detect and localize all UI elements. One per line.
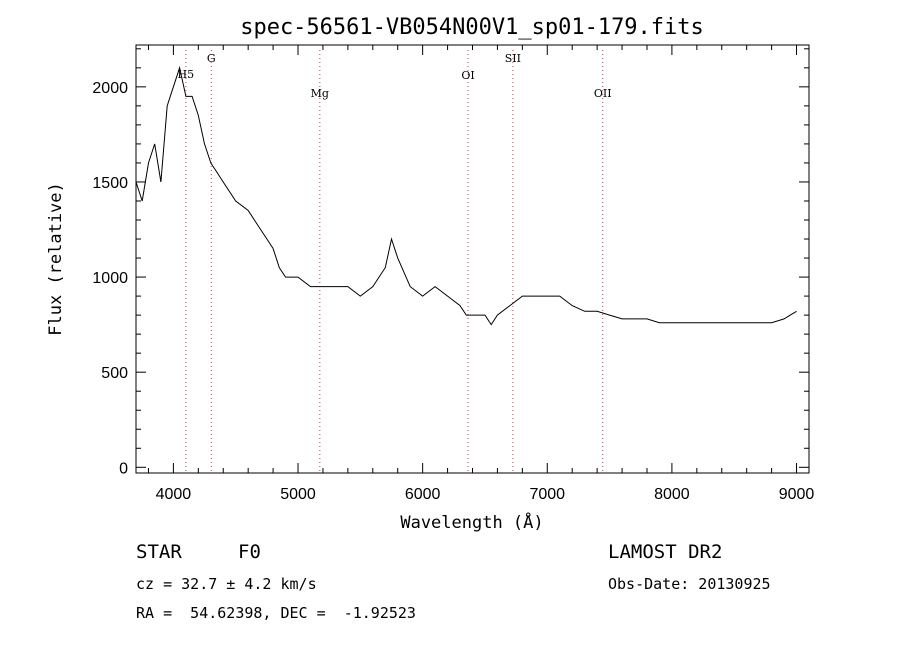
plot-frame (135, 44, 810, 474)
spectrum-line (135, 65, 797, 326)
spectrum-chart: spec-56561-VB054N00V1_sp01-179.fits H5GM… (46, 15, 815, 533)
spectral-line-label: G (207, 52, 216, 65)
x-tick-label: 4000 (156, 486, 192, 503)
redshift-text: cz = 32.7 ± 4.2 km/s (136, 575, 317, 593)
y-axis-ticks: 0 500 1000 1500 2000 (92, 48, 809, 477)
x-tick-label: 9000 (779, 486, 815, 503)
y-tick-label: 1500 (92, 175, 128, 192)
obs-date-text: Obs-Date: 20130925 (608, 575, 771, 593)
y-tick-label: 500 (101, 365, 128, 382)
y-tick-label: 2000 (92, 80, 128, 97)
x-tick-label: 5000 (280, 486, 316, 503)
x-tick-label: 8000 (654, 486, 690, 503)
survey-name: LAMOST DR2 (608, 541, 723, 563)
spectral-line-label: OI (461, 69, 474, 82)
y-tick-label: 0 (119, 460, 128, 477)
x-axis-label: Wavelength (Å) (400, 511, 543, 533)
object-class: STAR (136, 541, 182, 563)
coordinates-text: RA = 54.62398, DEC = -1.92523 (136, 604, 416, 622)
chart-title: spec-56561-VB054N00V1_sp01-179.fits (240, 15, 704, 40)
y-axis-label: Flux (relative) (46, 182, 66, 336)
y-tick-label: 1000 (92, 270, 128, 287)
x-tick-label: 7000 (529, 486, 565, 503)
spectral-line-label: SII (505, 52, 521, 65)
spectral-line-label: Mg (311, 87, 329, 100)
x-axis-ticks: 4000 5000 6000 7000 8000 9000 (147, 45, 815, 503)
object-subclass: F0 (238, 541, 261, 563)
spectral-line-label: OII (594, 87, 612, 100)
x-tick-label: 6000 (405, 486, 441, 503)
